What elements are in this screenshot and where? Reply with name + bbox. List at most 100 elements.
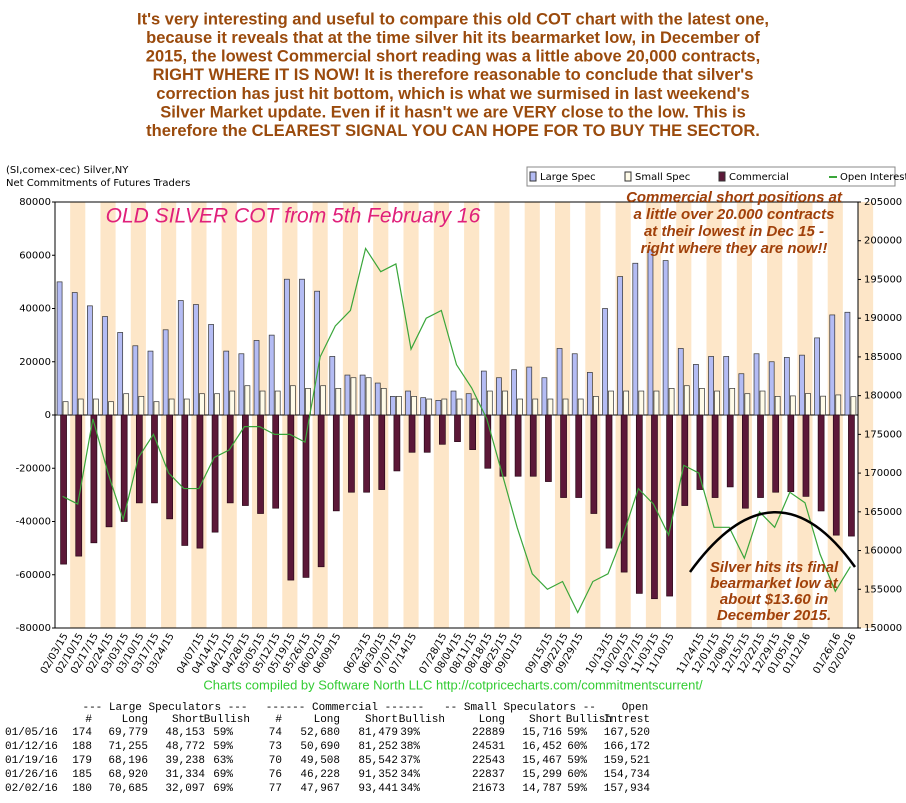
table-cell: 70,685 xyxy=(108,783,148,795)
bar xyxy=(666,414,673,597)
table-cell: 38% xyxy=(400,741,420,753)
bar xyxy=(272,414,280,509)
table-cell: 74 xyxy=(269,727,283,739)
bar xyxy=(471,398,478,416)
table-header: Short xyxy=(529,714,562,726)
table-cell: 69,779 xyxy=(108,727,148,739)
bar xyxy=(56,281,63,416)
table-cell: 15,716 xyxy=(522,727,562,739)
bar xyxy=(365,377,372,416)
annotation: bearmarket low at xyxy=(710,575,839,592)
table-cell: 91,352 xyxy=(358,769,398,781)
bar xyxy=(605,414,613,549)
bar xyxy=(541,377,548,416)
y-tick-label: 80000 xyxy=(19,197,51,208)
bar xyxy=(844,311,851,416)
bar xyxy=(208,324,214,416)
bar xyxy=(287,414,295,581)
table-header: Short xyxy=(365,714,398,726)
y2-tick-label: 170000 xyxy=(864,468,902,479)
y2-tick-label: 205000 xyxy=(864,197,902,208)
bar xyxy=(454,414,461,442)
table-cell: 01/26/16 xyxy=(5,769,58,781)
bar xyxy=(602,308,608,416)
table-cell: 37% xyxy=(400,755,420,767)
bar xyxy=(229,390,236,416)
bar xyxy=(787,414,795,493)
bar xyxy=(411,396,417,416)
y2-tick-label: 185000 xyxy=(864,352,902,363)
table-cell: 02/02/16 xyxy=(5,783,58,795)
legend-label: Large Spec xyxy=(540,172,596,183)
bar xyxy=(789,395,796,416)
table-cell: 81,479 xyxy=(358,727,398,739)
table-cell: 01/12/16 xyxy=(5,741,58,753)
bar xyxy=(183,398,190,416)
table-cell: 22837 xyxy=(472,769,505,781)
bar xyxy=(514,414,522,477)
bar xyxy=(805,393,811,416)
bar xyxy=(162,329,169,416)
table-group: --- Large Speculators --- xyxy=(82,702,247,714)
table-cell: 68,196 xyxy=(108,755,148,767)
bar xyxy=(329,356,336,416)
bar xyxy=(268,334,275,416)
table-cell: 59% xyxy=(213,727,233,739)
bar xyxy=(257,414,264,514)
y-tick-label: -80000 xyxy=(16,623,51,634)
annotation: OLD SILVER COT from 5th February 16 xyxy=(106,205,481,228)
bar xyxy=(696,414,704,490)
table-cell: 69% xyxy=(213,783,233,795)
bar xyxy=(480,370,487,416)
bar xyxy=(359,374,366,416)
table-group: Open xyxy=(622,702,648,714)
bar xyxy=(529,414,537,477)
header-line: because it reveals that at the time silv… xyxy=(146,29,760,47)
bar xyxy=(320,385,326,416)
y2-tick-label: 175000 xyxy=(864,429,902,440)
y2-tick-label: 155000 xyxy=(864,584,902,595)
bar xyxy=(363,414,370,493)
y2-tick-label: 150000 xyxy=(864,623,902,634)
table-group: ------ Commercial ------ xyxy=(266,702,424,714)
bar xyxy=(677,348,684,416)
table-cell: 21673 xyxy=(472,783,505,795)
legend-swatch xyxy=(529,171,537,182)
annotation: a little over 20.000 contracts xyxy=(634,206,835,223)
annotation: December 2015. xyxy=(717,607,831,624)
bar xyxy=(486,390,493,416)
bar xyxy=(829,314,836,416)
bar xyxy=(168,398,175,416)
bar xyxy=(593,396,599,416)
bar xyxy=(393,414,401,472)
table-group: -- Small Speculators -- xyxy=(444,702,596,714)
bar xyxy=(753,353,760,416)
bar xyxy=(711,414,719,498)
bar xyxy=(465,393,472,416)
bar xyxy=(166,414,173,520)
bar xyxy=(138,396,145,416)
bar xyxy=(647,249,654,416)
bar xyxy=(726,414,734,488)
bar xyxy=(729,388,736,416)
bar xyxy=(496,377,502,416)
bar xyxy=(547,398,554,416)
table-header: # xyxy=(275,714,282,726)
table-cell: 71,255 xyxy=(108,741,148,753)
table-cell: 48,772 xyxy=(165,741,205,753)
bar xyxy=(744,393,751,416)
bar xyxy=(772,414,780,493)
bar xyxy=(120,414,128,522)
bar xyxy=(199,393,205,416)
table-cell: 34% xyxy=(400,769,420,781)
bar xyxy=(774,396,781,416)
bar xyxy=(238,353,245,416)
y-tick-label: -60000 xyxy=(16,570,51,581)
table-header: # xyxy=(85,714,92,726)
bar xyxy=(759,390,766,416)
bar xyxy=(344,374,351,416)
legend-label: Open Interest xyxy=(840,172,906,183)
bar xyxy=(587,372,593,416)
bar xyxy=(193,304,199,416)
